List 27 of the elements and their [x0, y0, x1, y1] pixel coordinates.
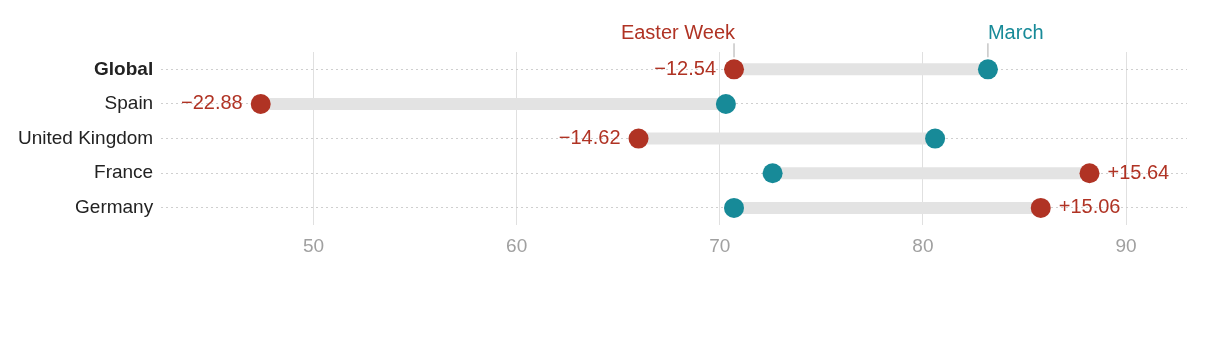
point	[1079, 163, 1100, 184]
x-tick-label: 70	[709, 234, 731, 256]
annotation: +15.64	[1107, 160, 1170, 183]
y-tick-label: France	[94, 161, 154, 183]
point	[724, 59, 745, 80]
point	[977, 59, 998, 80]
x-tick-label: 50	[302, 234, 325, 256]
x-tick-label: 80	[912, 234, 934, 256]
annotation: −14.62	[558, 126, 621, 149]
annotation: −22.88	[180, 91, 243, 114]
point	[715, 93, 736, 114]
annotation: −12.54	[654, 56, 717, 79]
point	[925, 128, 946, 149]
y-tick-label: Germany	[75, 196, 154, 218]
point	[762, 163, 783, 184]
y-tick-label: Global	[94, 57, 154, 79]
point	[1030, 197, 1051, 218]
point	[250, 93, 271, 114]
series-label: Easter Week	[620, 21, 737, 44]
x-tick-label: 60	[506, 234, 528, 256]
x-tick-label: 90	[1115, 234, 1137, 256]
annotation: +15.06	[1058, 195, 1121, 218]
point	[628, 128, 649, 149]
y-tick-label: Spain	[104, 92, 154, 114]
y-tick-label: United Kingdom	[17, 126, 154, 148]
point	[724, 197, 745, 218]
series-label: March	[987, 21, 1044, 44]
